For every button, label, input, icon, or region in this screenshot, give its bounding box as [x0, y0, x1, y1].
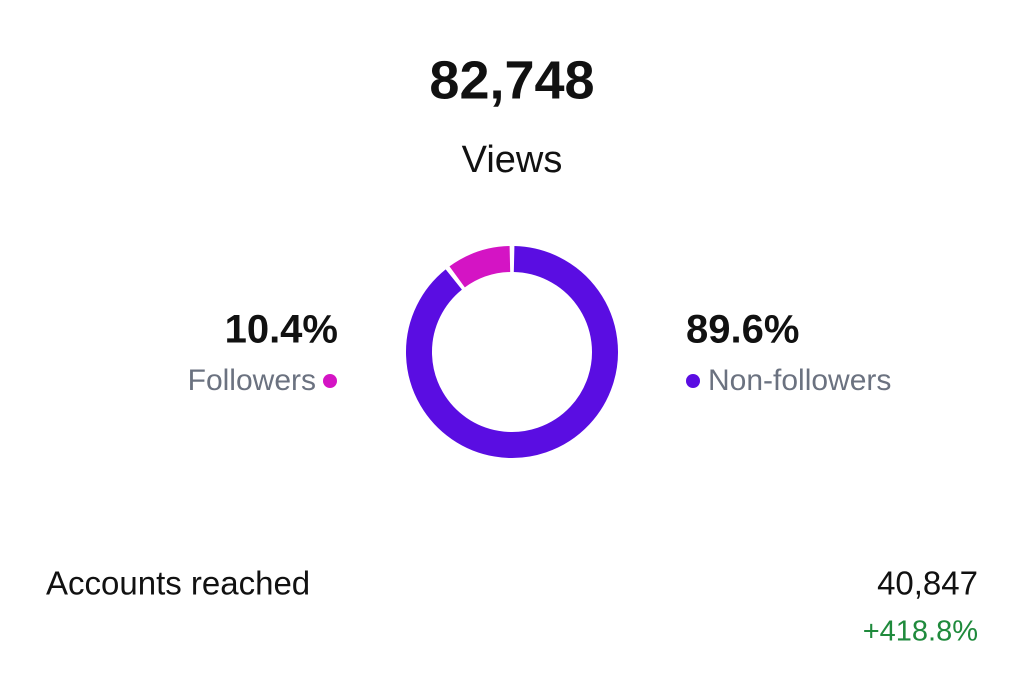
views-label: Views [462, 139, 563, 181]
nonfollowers-percent: 89.6% [686, 308, 799, 352]
donut-segment [449, 246, 511, 288]
total-views: 82,748 [429, 50, 594, 110]
followers-percent: 10.4% [225, 308, 338, 352]
followers-dot [323, 374, 337, 388]
followers-legend: Followers [188, 364, 316, 397]
donut-chart [406, 246, 618, 458]
donut-segment [406, 246, 618, 458]
nonfollowers-legend: Non-followers [708, 364, 891, 397]
accounts-reached-change: +418.8% [863, 616, 978, 648]
accounts-reached-label: Accounts reached [46, 565, 310, 602]
accounts-reached-value: 40,847 [877, 565, 978, 602]
nonfollowers-dot [686, 374, 700, 388]
